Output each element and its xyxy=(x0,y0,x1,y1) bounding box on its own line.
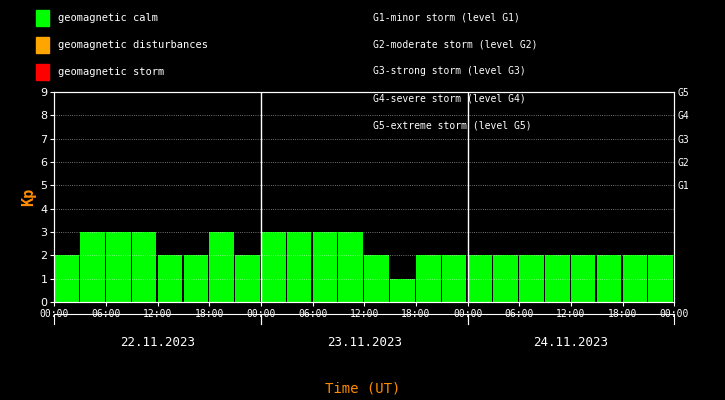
Bar xyxy=(623,255,647,302)
Text: G1-minor storm (level G1): G1-minor storm (level G1) xyxy=(373,12,521,22)
Text: G2-moderate storm (level G2): G2-moderate storm (level G2) xyxy=(373,39,538,49)
Text: 22.11.2023: 22.11.2023 xyxy=(120,336,195,349)
Text: G3-strong storm (level G3): G3-strong storm (level G3) xyxy=(373,66,526,76)
Bar xyxy=(132,232,157,302)
Bar xyxy=(183,255,208,302)
Bar xyxy=(106,232,130,302)
Text: 23.11.2023: 23.11.2023 xyxy=(327,336,402,349)
Bar xyxy=(494,255,518,302)
Text: 24.11.2023: 24.11.2023 xyxy=(534,336,608,349)
Bar xyxy=(416,255,441,302)
Bar xyxy=(287,232,311,302)
Bar xyxy=(390,279,415,302)
Bar xyxy=(545,255,570,302)
Text: G5-extreme storm (level G5): G5-extreme storm (level G5) xyxy=(373,121,532,131)
Text: G4-severe storm (level G4): G4-severe storm (level G4) xyxy=(373,94,526,104)
Bar xyxy=(312,232,337,302)
Bar xyxy=(571,255,595,302)
Y-axis label: Kp: Kp xyxy=(21,188,36,206)
Bar xyxy=(261,232,286,302)
Bar xyxy=(339,232,363,302)
Bar xyxy=(442,255,466,302)
Bar xyxy=(364,255,389,302)
Bar xyxy=(157,255,182,302)
Bar xyxy=(235,255,260,302)
Bar xyxy=(54,255,79,302)
Bar xyxy=(468,255,492,302)
Bar xyxy=(210,232,234,302)
Text: Time (UT): Time (UT) xyxy=(325,382,400,396)
Bar xyxy=(80,232,104,302)
Text: geomagnetic storm: geomagnetic storm xyxy=(58,68,165,78)
Text: geomagnetic disturbances: geomagnetic disturbances xyxy=(58,40,208,50)
Text: geomagnetic calm: geomagnetic calm xyxy=(58,13,158,23)
Bar xyxy=(519,255,544,302)
Bar xyxy=(648,255,673,302)
Bar xyxy=(597,255,621,302)
